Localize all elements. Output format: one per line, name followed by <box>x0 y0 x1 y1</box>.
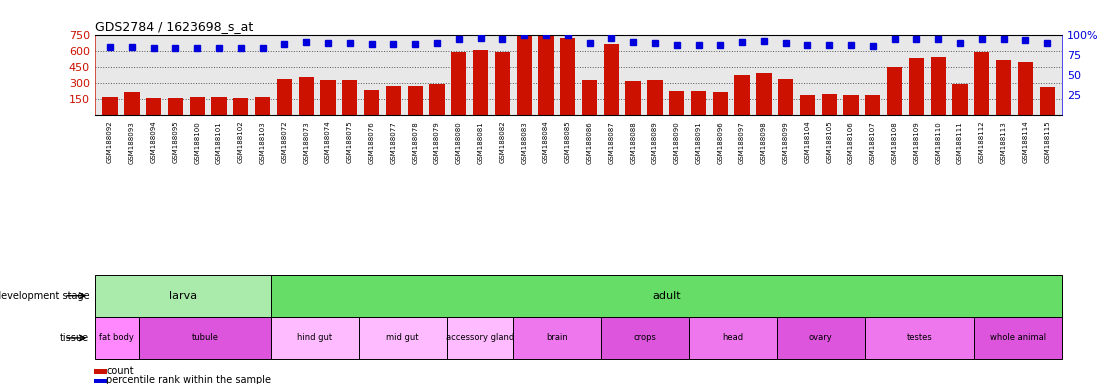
Bar <box>734 74 750 114</box>
Bar <box>581 80 597 114</box>
Text: brain: brain <box>546 333 568 343</box>
Bar <box>517 35 532 114</box>
Text: hind gut: hind gut <box>297 333 333 343</box>
Bar <box>494 51 510 114</box>
Bar <box>320 80 336 114</box>
Text: whole animal: whole animal <box>990 333 1047 343</box>
Text: larva: larva <box>169 291 196 301</box>
Text: percentile rank within the sample: percentile rank within the sample <box>106 375 271 384</box>
Text: tubule: tubule <box>191 333 219 343</box>
Bar <box>430 84 444 114</box>
Text: fat body: fat body <box>99 333 134 343</box>
Bar <box>451 51 466 114</box>
Bar <box>233 98 249 114</box>
Bar <box>1039 88 1055 114</box>
Bar <box>844 95 858 114</box>
Bar <box>211 97 227 114</box>
Text: accessory gland: accessory gland <box>445 333 513 343</box>
Bar <box>1018 62 1033 114</box>
Bar <box>299 77 314 114</box>
Text: development stage: development stage <box>0 291 89 301</box>
Bar <box>407 86 423 114</box>
Bar <box>995 60 1011 114</box>
Bar <box>778 79 793 114</box>
Bar <box>908 58 924 114</box>
Bar <box>256 97 270 114</box>
Text: count: count <box>106 366 134 376</box>
Bar <box>800 95 815 114</box>
Bar <box>386 86 401 114</box>
Bar <box>190 97 205 114</box>
Bar <box>343 80 357 114</box>
Bar <box>364 90 379 114</box>
Bar <box>473 50 488 114</box>
Text: head: head <box>722 333 743 343</box>
Text: GDS2784 / 1623698_s_at: GDS2784 / 1623698_s_at <box>95 20 253 33</box>
Bar <box>538 36 554 114</box>
Bar <box>167 98 183 114</box>
Bar <box>647 80 663 114</box>
Bar <box>670 91 684 114</box>
Text: mid gut: mid gut <box>386 333 418 343</box>
Bar <box>277 79 292 114</box>
Bar <box>691 91 706 114</box>
Bar <box>604 44 619 114</box>
Bar <box>757 73 771 114</box>
Bar <box>974 51 990 114</box>
Text: ovary: ovary <box>809 333 833 343</box>
Bar <box>103 98 118 114</box>
Bar <box>560 38 576 114</box>
Bar <box>713 92 728 114</box>
Bar <box>625 81 641 114</box>
Text: adult: adult <box>652 291 681 301</box>
Bar <box>865 95 881 114</box>
Text: crops: crops <box>633 333 656 343</box>
Bar <box>931 58 946 114</box>
Bar <box>952 84 968 114</box>
Text: tissue: tissue <box>60 333 89 343</box>
Bar <box>124 92 140 114</box>
Text: testes: testes <box>906 333 932 343</box>
Bar <box>821 94 837 114</box>
Bar <box>146 98 162 114</box>
Bar <box>887 66 902 114</box>
